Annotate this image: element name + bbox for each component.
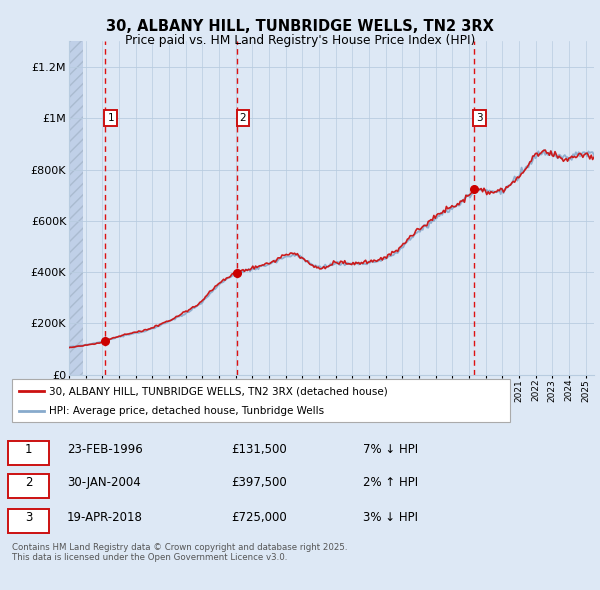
Text: 3: 3 [476,113,483,123]
Text: 2% ↑ HPI: 2% ↑ HPI [364,476,418,489]
Text: 1: 1 [25,443,32,456]
FancyBboxPatch shape [12,379,510,422]
Text: 1: 1 [107,113,114,123]
Text: £725,000: £725,000 [231,511,287,524]
Text: 23-FEB-1996: 23-FEB-1996 [67,443,142,456]
Text: Contains HM Land Registry data © Crown copyright and database right 2025.
This d: Contains HM Land Registry data © Crown c… [12,543,347,562]
Text: 30-JAN-2004: 30-JAN-2004 [67,476,140,489]
Text: 2: 2 [239,113,246,123]
Text: 2: 2 [25,476,32,489]
Text: 19-APR-2018: 19-APR-2018 [67,511,143,524]
Text: £397,500: £397,500 [231,476,287,489]
Text: 30, ALBANY HILL, TUNBRIDGE WELLS, TN2 3RX (detached house): 30, ALBANY HILL, TUNBRIDGE WELLS, TN2 3R… [49,386,388,396]
Text: Price paid vs. HM Land Registry's House Price Index (HPI): Price paid vs. HM Land Registry's House … [125,34,475,47]
Text: 30, ALBANY HILL, TUNBRIDGE WELLS, TN2 3RX: 30, ALBANY HILL, TUNBRIDGE WELLS, TN2 3R… [106,19,494,34]
FancyBboxPatch shape [8,441,49,465]
Text: 7% ↓ HPI: 7% ↓ HPI [364,443,418,456]
Text: HPI: Average price, detached house, Tunbridge Wells: HPI: Average price, detached house, Tunb… [49,407,325,416]
Text: 3% ↓ HPI: 3% ↓ HPI [364,511,418,524]
Bar [69,41,83,375]
Text: 3: 3 [25,511,32,524]
FancyBboxPatch shape [8,509,49,533]
Text: £131,500: £131,500 [231,443,287,456]
FancyBboxPatch shape [8,474,49,497]
